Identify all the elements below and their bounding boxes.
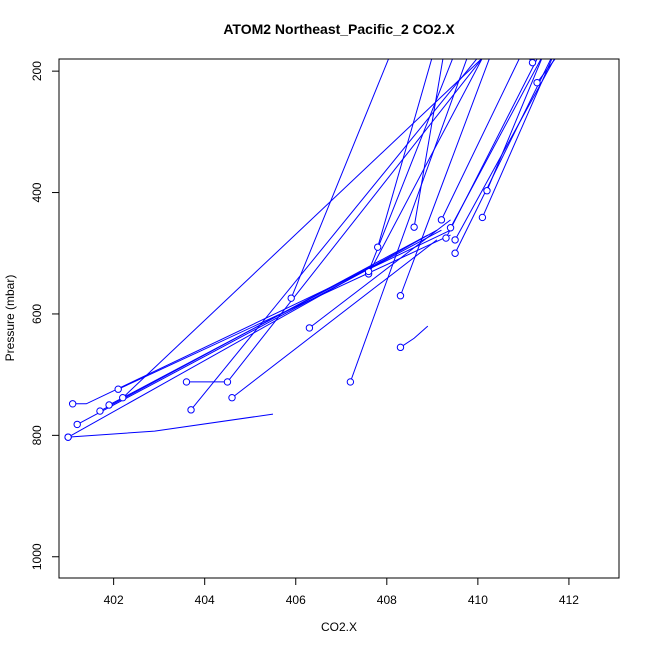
data-point (119, 394, 127, 402)
y-tick-label: 600 (30, 304, 44, 324)
data-point (478, 213, 487, 222)
data-point (437, 216, 446, 224)
data-point (182, 378, 191, 386)
data-point (451, 249, 459, 257)
series-line (231, 239, 438, 399)
series-line (290, 59, 390, 299)
series-layer (64, 59, 556, 441)
series-profile (105, 264, 374, 409)
series-profile (114, 234, 451, 393)
data-point (114, 385, 122, 393)
series-profile (223, 59, 483, 386)
x-axis: 402 404 406 408 410 412 (104, 578, 579, 607)
plot-frame (58, 58, 620, 579)
data-point (410, 223, 418, 231)
data-point (228, 394, 236, 402)
data-point (396, 343, 405, 352)
series-line (72, 229, 451, 405)
data-point (187, 406, 195, 414)
series-line (486, 59, 543, 191)
data-point (373, 243, 382, 251)
data-point (73, 420, 81, 429)
data-point (528, 59, 537, 67)
series-profile (478, 59, 553, 222)
y-tick-label: 800 (30, 425, 44, 445)
series-line (454, 59, 555, 241)
data-point (483, 187, 491, 195)
x-tick-label: 406 (286, 593, 306, 607)
series-line (190, 59, 478, 411)
y-tick-label: 1000 (30, 543, 44, 570)
series-profile (228, 239, 438, 402)
data-point (105, 401, 113, 409)
series-line (377, 59, 433, 248)
series-line (76, 229, 442, 425)
series-line (227, 59, 483, 383)
series-profile (187, 59, 478, 414)
series-line (536, 59, 556, 83)
data-point (346, 378, 355, 386)
series-line (349, 59, 468, 383)
series-profile (68, 229, 451, 408)
series-line (413, 59, 444, 228)
series-profile (373, 59, 433, 251)
series-profile (396, 59, 490, 300)
series-profile (305, 219, 451, 332)
data-point (223, 378, 232, 386)
series-profile (119, 59, 483, 402)
series-line (450, 59, 542, 228)
data-point (96, 407, 104, 415)
series-line (400, 325, 429, 348)
series-line (440, 59, 520, 221)
data-point (305, 324, 314, 332)
data-point (287, 294, 295, 302)
series-profile (446, 59, 542, 232)
series-profile (364, 59, 483, 278)
x-axis-label: CO2.X (321, 620, 357, 634)
x-tick-label: 408 (377, 593, 397, 607)
series-line (108, 264, 374, 406)
x-tick-label: 402 (104, 593, 124, 607)
y-tick-label: 400 (30, 182, 44, 202)
series-profile (437, 59, 520, 224)
series-profile (287, 59, 390, 302)
chart-title: ATOM2 Northeast_Pacific_2 CO2.X (223, 21, 455, 37)
x-tick-label: 410 (468, 593, 488, 607)
x-tick-label: 404 (195, 593, 215, 607)
series-profile (182, 378, 228, 386)
data-point (396, 292, 405, 300)
series-line (117, 234, 451, 390)
data-point (442, 234, 450, 242)
series-line (67, 229, 438, 438)
series-profile (73, 229, 442, 429)
series-line (368, 59, 453, 272)
x-tick-label: 412 (559, 593, 579, 607)
series-profile (396, 325, 429, 352)
series-profile (483, 59, 543, 195)
series-profile (346, 59, 468, 386)
data-point (64, 433, 72, 441)
data-point (68, 400, 77, 408)
series-profile (451, 59, 552, 257)
series-line (309, 219, 451, 329)
y-axis: 200 400 600 800 1000 (30, 61, 59, 570)
series-line (68, 413, 274, 438)
series-line (368, 59, 483, 275)
series-line (122, 59, 483, 399)
data-point (451, 236, 459, 244)
data-point (533, 78, 541, 87)
data-point (446, 224, 455, 232)
series-profile (533, 59, 556, 87)
y-axis-label: Pressure (mbar) (3, 275, 17, 362)
y-tick-label: 200 (30, 61, 44, 81)
series-line (399, 59, 490, 296)
series-profile (451, 59, 555, 244)
series-profile (410, 59, 444, 231)
series-profile (64, 413, 274, 441)
series-profile (64, 229, 438, 441)
